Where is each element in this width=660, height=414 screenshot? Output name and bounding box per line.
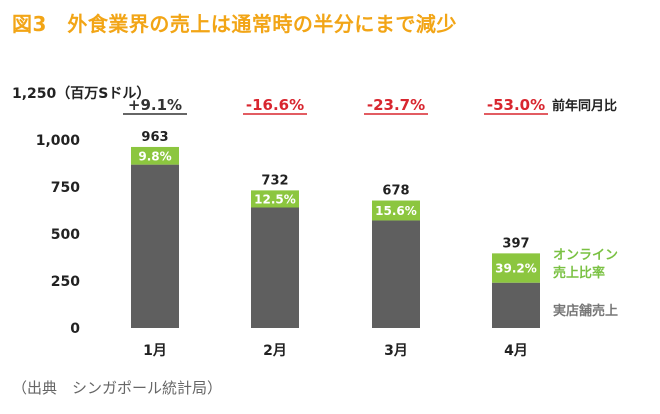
y-axis-unit-label: 1,250（百万Sドル）	[12, 86, 150, 102]
x-category-label: 1月	[143, 343, 167, 359]
y-tick-label: 1,000	[36, 133, 81, 149]
online-share-label: 39.2%	[495, 262, 537, 276]
y-tick-label: 0	[70, 321, 80, 337]
yoy-change-label: -53.0%	[487, 96, 545, 114]
online-share-label: 9.8%	[138, 149, 171, 163]
total-value-label: 963	[141, 130, 168, 145]
legend-store-label: 実店舗売上	[553, 303, 618, 319]
total-value-label: 397	[502, 236, 529, 251]
yoy-change-label: +9.1%	[128, 96, 182, 114]
bar-store-sales	[251, 207, 299, 328]
yoy-legend-label: 前年同月比	[552, 98, 617, 114]
y-tick-label: 250	[51, 274, 80, 290]
legend-online-label-line2: 売上比率	[553, 265, 605, 281]
online-share-label: 12.5%	[254, 192, 296, 206]
x-category-label: 3月	[384, 343, 408, 359]
source-note: （出典 シンガポール統計局）	[12, 379, 223, 397]
bar-online-sales	[372, 200, 420, 221]
x-category-label: 2月	[263, 343, 287, 359]
y-tick-label: 500	[51, 227, 80, 243]
bar-online-sales	[251, 190, 299, 208]
yoy-change-label: -23.7%	[367, 96, 425, 114]
legend-online-label-line1: オンライン	[553, 248, 618, 263]
total-value-label: 732	[261, 173, 288, 188]
bar-store-sales	[372, 220, 420, 328]
bar-store-sales	[131, 164, 179, 328]
online-share-label: 15.6%	[375, 204, 417, 218]
total-value-label: 678	[382, 184, 409, 199]
bar-online-sales	[131, 146, 179, 165]
chart-title: 図3 外食業界の売上は通常時の半分にまで減少	[12, 12, 457, 36]
x-category-label: 4月	[504, 343, 528, 359]
bar-online-sales	[492, 253, 540, 283]
bar-store-sales	[492, 282, 540, 328]
yoy-change-label: -16.6%	[246, 96, 304, 114]
y-tick-label: 750	[51, 180, 80, 196]
